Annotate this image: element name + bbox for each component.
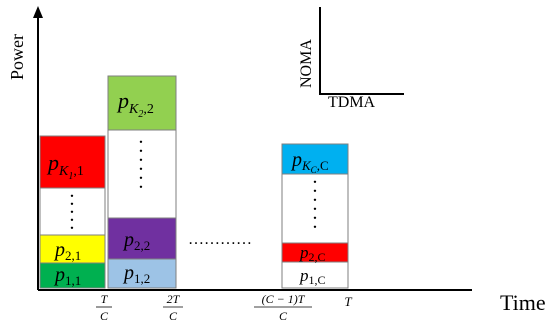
legend-noma-label: NOMA [298, 39, 315, 88]
tick-label-4: T [344, 294, 352, 309]
slot-1-bottom-label: p1,1 [53, 264, 81, 288]
slot-c-top-block [281, 143, 349, 175]
slot-1: pK1,1 ⋅⋅⋅⋅⋅ p2,1 p1,1 [39, 135, 106, 289]
tick-1-numerator: T [101, 292, 109, 306]
slot-c-dots-block [281, 173, 349, 244]
tick-label-3: (C − 1)T C [254, 292, 312, 323]
slot-c-bottom-label: p1,C [299, 266, 326, 287]
tick-3-denominator: C [279, 309, 288, 323]
tick-4-label: T [344, 294, 352, 309]
tick-3-numerator: (C − 1)T [262, 292, 306, 306]
tick-2-numerator: 2T [167, 292, 181, 306]
slot-1-top-label: pK1,1 [46, 150, 84, 182]
tick-2-denominator: C [169, 309, 178, 323]
slot-2-bottom-block [107, 258, 177, 289]
tick-1-denominator: C [100, 309, 109, 323]
tick-label-1: T C [96, 292, 112, 323]
y-axis-arrow [33, 6, 43, 18]
y-axis-label: Power [7, 34, 27, 80]
slot-2-bottom-label: p1,2 [122, 262, 150, 286]
slot-2-dots-block [107, 129, 177, 219]
tick-label-2: 2T C [163, 292, 183, 323]
x-axis-label: Time [500, 290, 546, 315]
slot-c-bottom-block [281, 261, 349, 289]
gap-dots: ………… [188, 231, 252, 248]
slot-1-mid-block [39, 234, 106, 264]
slot-2-dots: ⋅⋅⋅⋅⋅⋅ [138, 132, 144, 197]
slot-1-top-block [39, 135, 106, 189]
slot-1-dots: ⋅⋅⋅⋅⋅ [69, 186, 75, 238]
slot-c-mid-label: p2,C [299, 243, 326, 264]
slot-c-dots: ⋅⋅⋅⋅⋅⋅ [312, 172, 318, 237]
legend-tdma-label: TDMA [328, 94, 376, 111]
slot-c-top-label: pKC,C [290, 149, 329, 175]
slot-2: pK2,2 ⋅⋅⋅⋅⋅⋅ p2,2 p1,2 [107, 75, 177, 289]
slot-2-mid-label: p2,2 [122, 229, 150, 253]
slot-2-mid-block [107, 217, 177, 260]
slot-1-mid-label: p2,1 [53, 239, 81, 263]
slot-2-top-block [107, 75, 177, 131]
slot-2-top-label: pK2,2 [116, 88, 154, 120]
slot-c: pKC,C ⋅⋅⋅⋅⋅⋅ p2,C p1,C [281, 143, 349, 289]
slot-1-bottom-block [39, 262, 106, 289]
